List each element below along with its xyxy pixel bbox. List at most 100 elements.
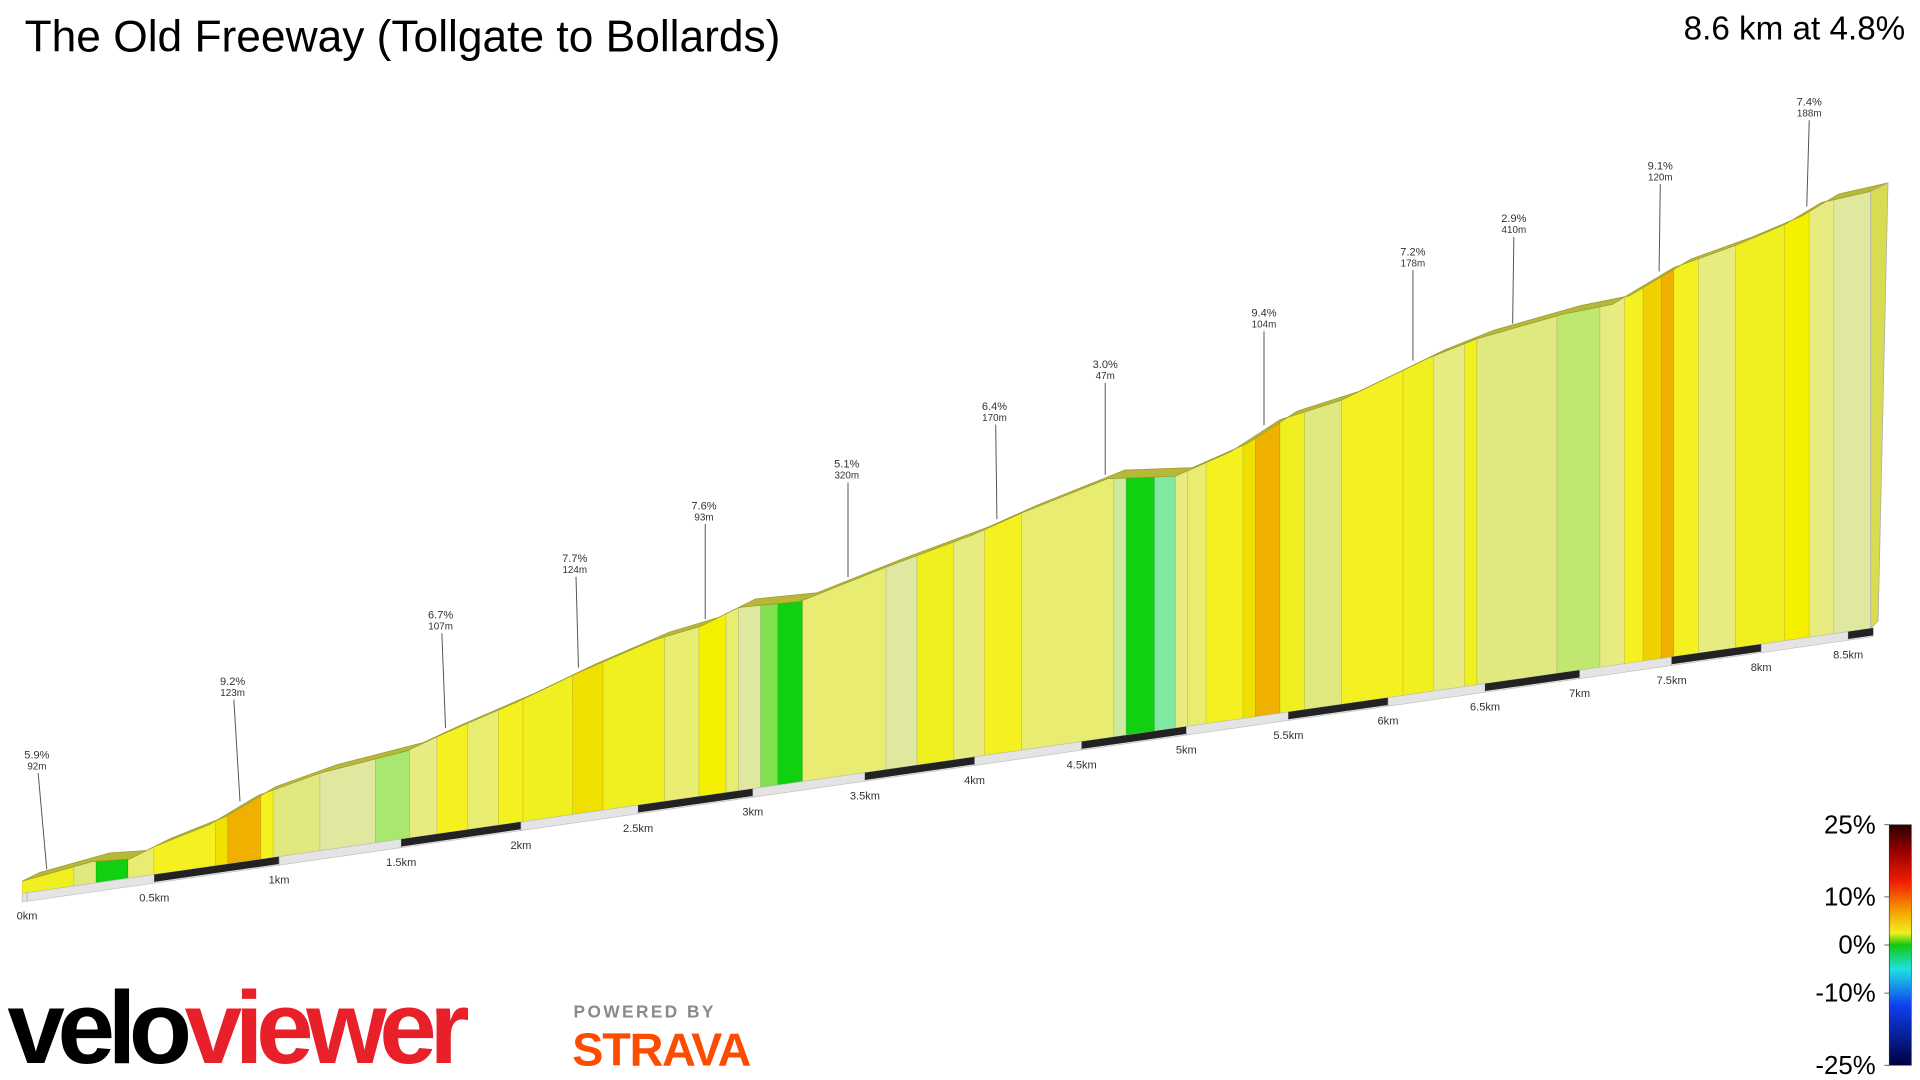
gradient-strip [602, 636, 665, 811]
gradient-strip [1242, 435, 1256, 719]
axis-segment [401, 821, 521, 847]
gradient-strip [698, 613, 727, 797]
logo: veloviewer POWERED BY STRAVA [7, 970, 752, 1080]
annotation-grade: 9.2% [220, 676, 245, 688]
x-axis: 0km 0.5km 1km 1.5km 2km 2.5km 3km 3.5km 4km 4.5km… [17, 627, 1874, 923]
logo-viewer: viewer [185, 970, 469, 1080]
gradient-strip [153, 820, 216, 875]
x-tick-label: 1.5km [386, 857, 416, 869]
annotation-grade: 6.4% [982, 401, 1007, 413]
x-tick-label: 8km [1751, 662, 1772, 674]
annotation-length: 92m [27, 762, 46, 773]
gradient-strip [1476, 315, 1558, 686]
x-tick-label: 6km [1378, 716, 1399, 728]
legend: 25% 10% 0% -10% -25% [1815, 811, 1912, 1080]
gradient-strip [1556, 306, 1601, 674]
gradient-strip [1833, 190, 1872, 635]
gradient-strip [1464, 338, 1478, 688]
gradient-strip [725, 606, 739, 793]
gradient-strip [777, 599, 803, 786]
annotation-leader [1512, 236, 1515, 324]
chart-title: The Old Freeway (Tollgate to Bollards) [25, 13, 781, 62]
x-tick-label: 2.5km [623, 823, 653, 835]
annotation-leader [233, 699, 241, 802]
x-tick-label: 0km [17, 911, 38, 923]
profile-side [1870, 182, 1889, 630]
x-tick-label: 1km [269, 875, 290, 887]
profile [21, 182, 1889, 894]
gradient-strip [984, 512, 1022, 756]
gradient-strip [1304, 399, 1342, 710]
annotation-grade: 5.9% [24, 749, 49, 761]
gradient-strip [467, 709, 499, 830]
logo-velo: velo [7, 970, 189, 1080]
x-tick-label: 3.5km [850, 791, 880, 803]
annotation-grade: 7.2% [1400, 246, 1425, 258]
annotation-length: 188m [1797, 109, 1822, 120]
legend-label: -25% [1815, 1052, 1875, 1080]
annotation-grade: 9.1% [1648, 160, 1673, 172]
annotation-length: 178m [1401, 258, 1426, 269]
annotation-leader [995, 424, 998, 520]
x-tick-label: 0.5km [139, 893, 169, 905]
annotation-grade: 6.7% [428, 610, 453, 622]
gradient-strip [522, 674, 573, 823]
axis-segment [1848, 628, 1874, 639]
x-tick-label: 6.5km [1470, 702, 1500, 714]
gradient-strip [498, 698, 524, 826]
annotation-grade: 2.9% [1501, 213, 1526, 225]
gradient-strip [260, 789, 274, 860]
x-tick-label: 4.5km [1067, 760, 1097, 772]
annotation-leader [575, 576, 579, 668]
logo-text: veloviewer [7, 970, 468, 1080]
axis-segment [864, 756, 975, 780]
gradient-strip [1125, 476, 1155, 736]
legend-bar [1888, 824, 1912, 1066]
annotation-length: 320m [834, 471, 859, 482]
annotation-grade: 3.0% [1093, 359, 1118, 371]
gradient-strip [953, 528, 985, 761]
annotation-length: 410m [1502, 225, 1527, 236]
gradient-strip [436, 722, 469, 835]
gradient-strip [1735, 224, 1785, 649]
gradient-strip [1021, 478, 1115, 751]
x-tick-label: 2km [510, 840, 531, 852]
x-tick-label: 5km [1176, 745, 1197, 757]
axis-segment [1485, 670, 1580, 692]
gradient-strip [409, 736, 438, 839]
annotation-leader [1658, 184, 1661, 272]
annotation-grade: 5.1% [834, 459, 859, 471]
gradient-strip [1784, 209, 1810, 642]
gradient-strip [1599, 296, 1625, 668]
gradient-strip [738, 604, 761, 792]
gradient-strip [1673, 258, 1699, 658]
annotation-leader [441, 633, 447, 728]
x-tick-label: 7km [1569, 688, 1590, 700]
annotations: 5.9%92m 9.2%123m 6.7%107m 7.7%124m 7.6%93m 5.… [24, 97, 1822, 870]
gradient-strip [1642, 274, 1662, 662]
gradient-strip [1624, 285, 1644, 665]
gradient-strip [1255, 419, 1281, 718]
annotation-length: 120m [1648, 172, 1673, 183]
gradient-strip [1154, 475, 1176, 732]
legend-label: 0% [1838, 932, 1875, 960]
annotation-grade: 9.4% [1251, 308, 1276, 320]
annotation-leader [37, 773, 48, 870]
annotation-length: 104m [1252, 320, 1277, 331]
annotation-length: 123m [220, 688, 245, 699]
gradient-strip [664, 626, 700, 802]
annotation-grade: 7.6% [691, 500, 716, 512]
gradient-strip [1187, 461, 1207, 727]
gradient-strip [760, 603, 779, 788]
powered-by: POWERED BY [574, 1001, 716, 1021]
legend-label: 25% [1824, 811, 1876, 839]
gradient-strip [571, 661, 604, 815]
gradient-strip [1279, 411, 1305, 714]
axis-segment [638, 788, 753, 813]
gradient-strip [1433, 343, 1465, 692]
strava: STRAVA [572, 1023, 750, 1075]
chart-subtitle: 8.6 km at 4.8% [1684, 10, 1906, 47]
legend-label: -10% [1815, 980, 1875, 1008]
